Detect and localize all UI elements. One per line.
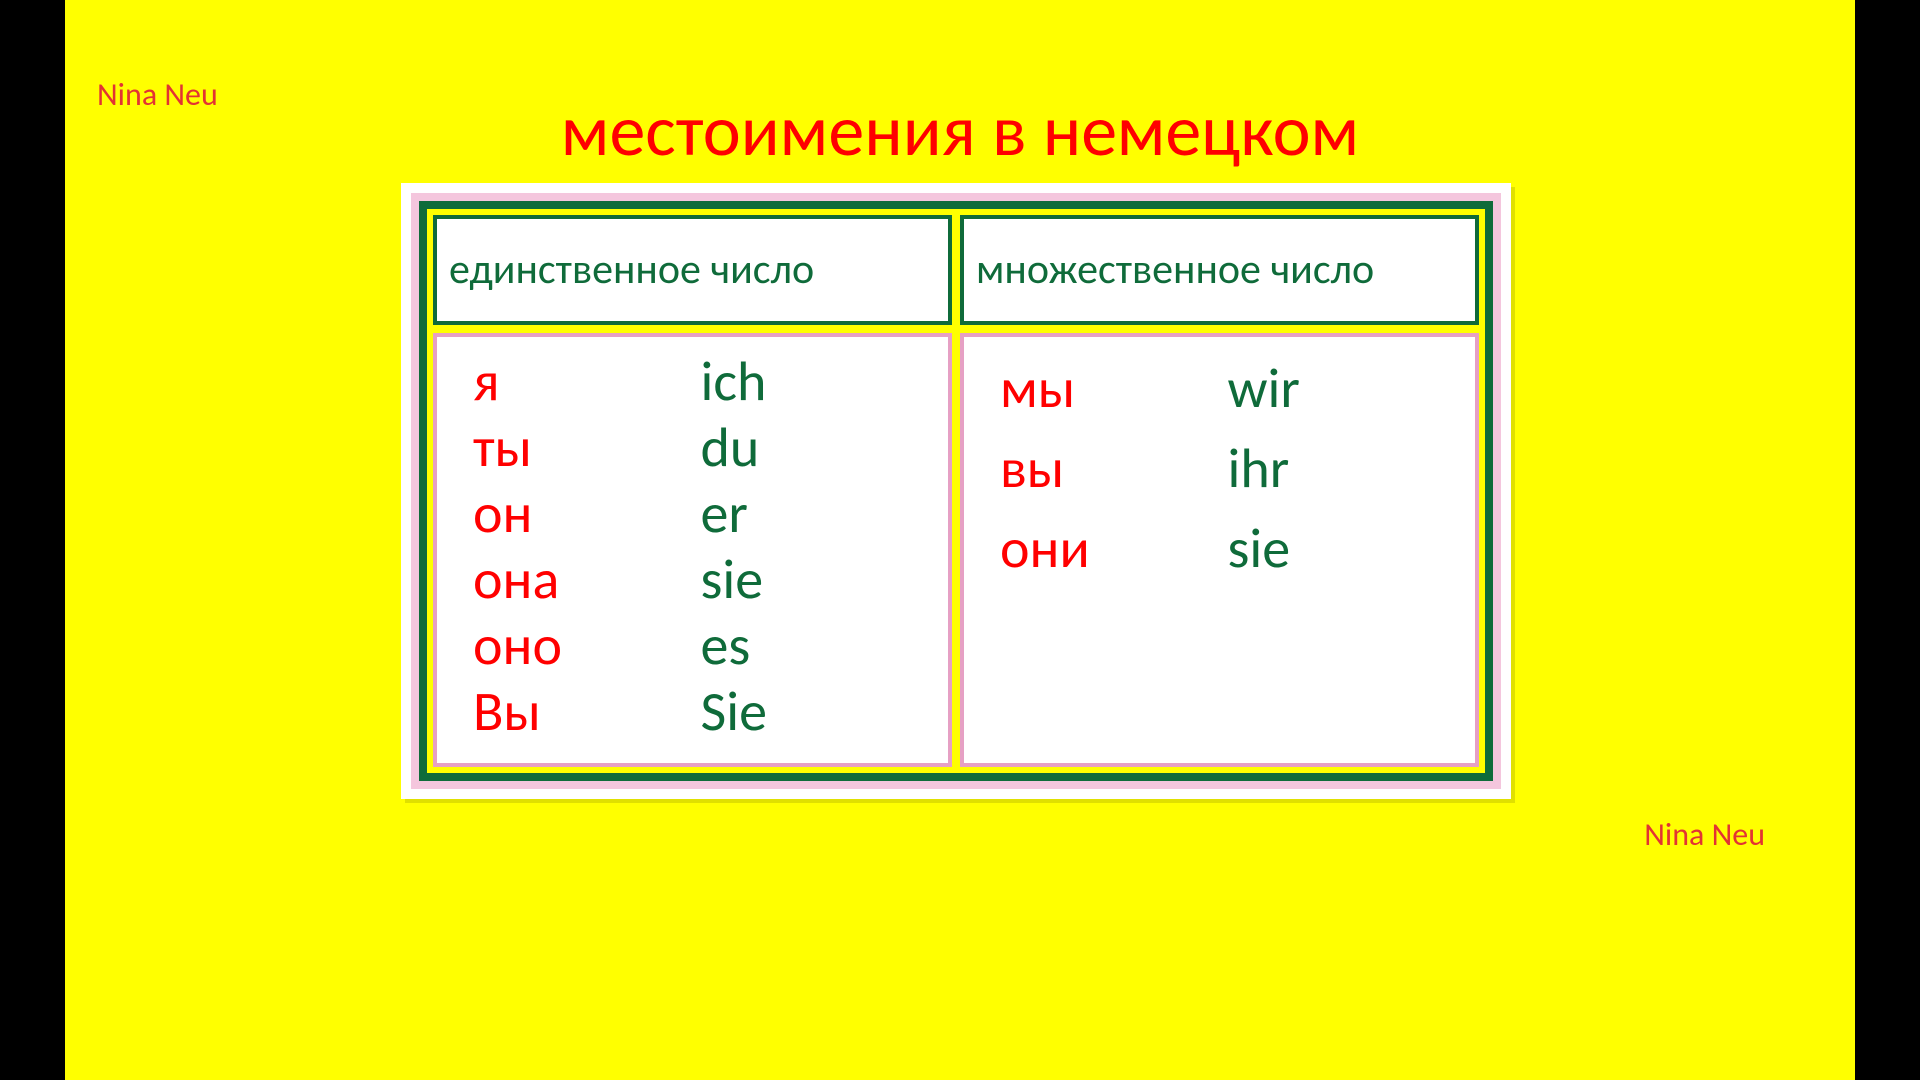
ru-pronoun: оно [473, 618, 701, 674]
de-pronoun: du [701, 420, 929, 476]
table-row: Вы Sie [473, 679, 928, 745]
ru-pronoun: я [473, 354, 701, 410]
ru-pronoun: Вы [473, 684, 701, 740]
column-header-singular: единственное число [433, 215, 952, 325]
slide: Nina Neu Nina Neu местоимения в немецком… [65, 0, 1855, 1080]
pronouns-card-border-green: единственное число множественное число я… [419, 201, 1493, 781]
ru-pronoun: вы [1000, 441, 1228, 497]
de-pronoun: sie [1228, 521, 1456, 577]
table-row: мы wir [1000, 349, 1455, 429]
page-title: местоимения в немецком [65, 95, 1855, 167]
table-row: я ich [473, 349, 928, 415]
pronouns-card: единственное число множественное число я… [401, 183, 1511, 799]
table-row: он er [473, 481, 928, 547]
singular-cell: я ich ты du он er [433, 333, 952, 767]
letterbox: Nina Neu Nina Neu местоимения в немецком… [0, 0, 1920, 1080]
watermark-bottom-right: Nina Neu [1644, 815, 1765, 854]
ru-pronoun: мы [1000, 361, 1228, 417]
table-row: она sie [473, 547, 928, 613]
ru-pronoun: она [473, 552, 701, 608]
column-header-singular-label: единственное число [449, 248, 814, 292]
de-pronoun: ich [701, 354, 929, 410]
table-row: оно es [473, 613, 928, 679]
ru-pronoun: он [473, 486, 701, 542]
table-row: они sie [1000, 509, 1455, 589]
column-header-plural: множественное число [960, 215, 1479, 325]
table-row: вы ihr [1000, 429, 1455, 509]
pronouns-card-border-pink: единственное число множественное число я… [411, 193, 1501, 789]
column-header-plural-label: множественное число [976, 248, 1374, 292]
de-pronoun: es [701, 618, 929, 674]
pronouns-grid: единственное число множественное число я… [427, 209, 1485, 773]
table-row: ты du [473, 415, 928, 481]
plural-cell: мы wir вы ihr они sie [960, 333, 1479, 767]
de-pronoun: er [701, 486, 929, 542]
de-pronoun: sie [701, 552, 929, 608]
ru-pronoun: они [1000, 521, 1228, 577]
de-pronoun: Sie [701, 684, 929, 740]
de-pronoun: ihr [1228, 441, 1456, 497]
de-pronoun: wir [1228, 361, 1456, 417]
ru-pronoun: ты [473, 420, 701, 476]
